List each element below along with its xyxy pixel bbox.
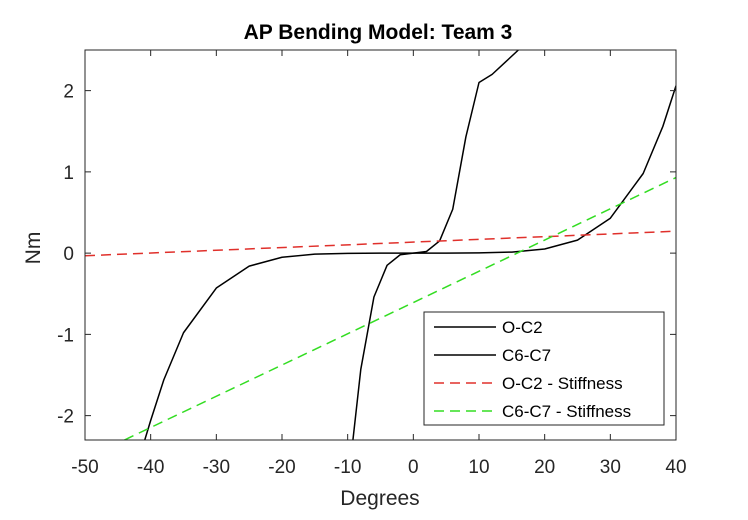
legend: O-C2 C6-C7 O-C2 - Stiffness C6-C7 - Stiffne…: [423, 311, 665, 426]
y-tick-label: 2: [63, 82, 74, 103]
y-axis: -2 -1 0 1 2: [57, 82, 676, 428]
y-tick-label: 0: [63, 244, 74, 265]
plot-area: [84, 49, 677, 441]
series-line-0: [144, 85, 676, 440]
x-tick-label: -10: [334, 457, 361, 478]
legend-box: [423, 311, 665, 426]
x-tick-label: 30: [600, 457, 621, 478]
series-line-2: [85, 230, 676, 257]
x-axis-label: Degrees: [340, 487, 419, 510]
y-tick-label: -2: [57, 407, 74, 428]
x-tick-label: -50: [71, 457, 98, 478]
x-tick-label: 20: [534, 457, 555, 478]
legend-label: C6-C7: [502, 346, 551, 365]
series-line-3: [124, 176, 676, 440]
x-tick-label: -30: [203, 457, 230, 478]
legend-label: C6-C7 - Stiffness: [502, 402, 631, 421]
y-tick-label: 1: [63, 163, 74, 184]
x-tick-label: 40: [665, 457, 686, 478]
plot-frame: [84, 49, 677, 441]
x-tick-label: -40: [137, 457, 164, 478]
legend-label: O-C2: [502, 318, 543, 337]
chart-title: AP Bending Model: Team 3: [244, 21, 513, 44]
y-axis-label: Nm: [22, 232, 45, 265]
legend-label: O-C2 - Stiffness: [502, 374, 623, 393]
x-tick-label: 10: [468, 457, 489, 478]
x-tick-label: -20: [268, 457, 295, 478]
x-axis: -50 -40 -30 -20 -10 0 10 20 30 40: [71, 50, 687, 478]
y-tick-label: -1: [57, 325, 74, 346]
x-tick-label: 0: [408, 457, 419, 478]
series-layer: [85, 50, 676, 440]
series-line-1: [352, 50, 519, 440]
